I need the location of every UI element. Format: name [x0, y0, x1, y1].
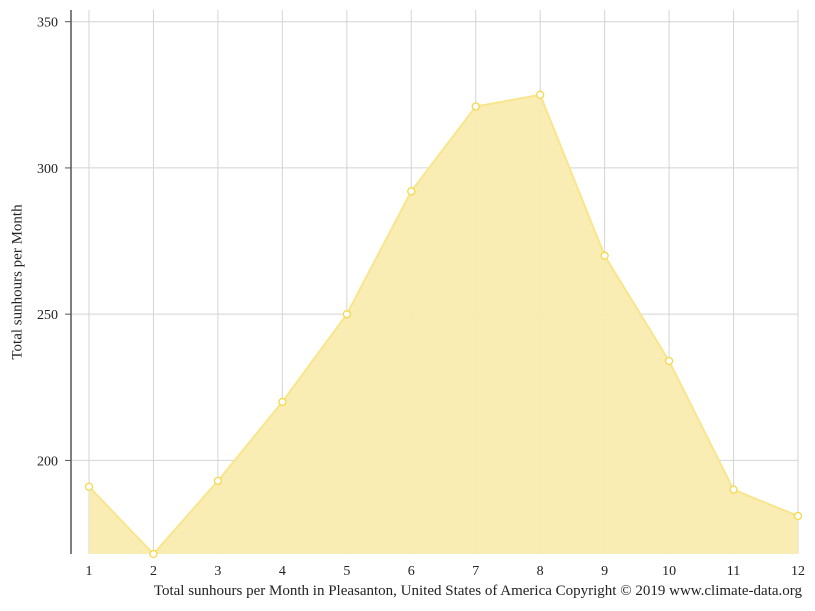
x-tick-label: 6 — [408, 564, 415, 579]
x-tick-label: 9 — [601, 564, 608, 579]
marker-layer — [84, 90, 803, 559]
data-point — [213, 476, 223, 486]
x-tick-label: 2 — [150, 564, 157, 579]
y-tick-label: 200 — [37, 454, 58, 469]
x-tick-label: 5 — [343, 564, 350, 579]
x-tick-label: 10 — [662, 564, 676, 579]
x-tick-label: 4 — [279, 564, 286, 579]
y-tick-label: 300 — [37, 162, 58, 177]
y-axis-title: Total sunhours per Month — [9, 204, 26, 360]
data-point — [600, 251, 609, 260]
data-point — [84, 482, 94, 491]
data-point — [536, 90, 545, 99]
x-tick-label: 3 — [214, 564, 221, 579]
x-tick-label: 11 — [727, 564, 740, 579]
data-point — [278, 397, 287, 407]
y-tick-label: 250 — [37, 308, 58, 323]
x-tick-label: 8 — [537, 564, 544, 579]
data-point — [149, 549, 158, 559]
data-point — [729, 485, 738, 494]
area-layer — [88, 93, 799, 555]
data-point — [793, 511, 803, 521]
data-point — [471, 102, 480, 111]
data-point — [664, 356, 674, 366]
series-line — [88, 93, 799, 555]
x-tick-label: 7 — [472, 564, 479, 579]
data-point — [342, 310, 351, 319]
y-tick-label: 350 — [37, 16, 58, 31]
axis-layer — [65, 10, 72, 554]
x-tick-label: 1 — [86, 564, 93, 579]
x-tick-label: 12 — [791, 564, 805, 579]
data-point — [407, 187, 416, 196]
chart-caption: Total sunhours per Month in Pleasanton, … — [153, 583, 802, 599]
area-fill — [89, 94, 798, 555]
